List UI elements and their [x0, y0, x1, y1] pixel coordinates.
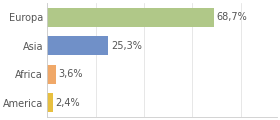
Text: 2,4%: 2,4%: [55, 98, 80, 108]
Text: 68,7%: 68,7%: [216, 12, 247, 22]
Bar: [47, 8, 214, 27]
Text: 25,3%: 25,3%: [111, 41, 142, 51]
Bar: [47, 65, 56, 84]
Bar: [47, 36, 108, 55]
Bar: [47, 93, 53, 112]
Text: 3,6%: 3,6%: [58, 69, 83, 79]
